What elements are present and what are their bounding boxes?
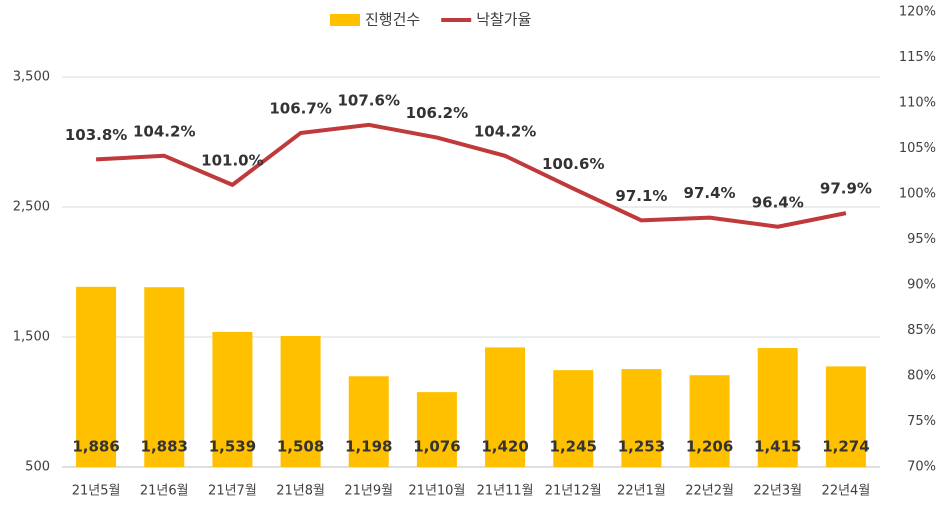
- x-tick-label: 21년12월: [545, 484, 602, 499]
- x-tick-label: 21년6월: [140, 484, 189, 499]
- x-tick-label: 22년1월: [617, 484, 666, 499]
- y2-tick-label: 75%: [907, 414, 936, 429]
- y2-tick-label: 70%: [907, 460, 936, 475]
- x-tick-label: 22년2월: [685, 484, 734, 499]
- bar: [280, 335, 321, 467]
- value-label: 104.2%: [133, 122, 195, 140]
- legend-label: 진행건수: [365, 11, 420, 29]
- y2-tick-label: 80%: [907, 369, 936, 384]
- value-label: 1,198: [345, 438, 392, 456]
- value-label: 101.0%: [201, 151, 263, 169]
- x-tick-label: 22년4월: [822, 484, 871, 499]
- value-label: 1,206: [686, 438, 733, 456]
- bar: [553, 370, 594, 467]
- value-label: 1,539: [209, 438, 256, 456]
- bar: [689, 375, 730, 467]
- y2-tick-label: 115%: [899, 50, 936, 65]
- legend-swatch: [330, 14, 360, 26]
- value-label: 106.7%: [269, 100, 331, 118]
- x-tick-label: 22년3월: [753, 484, 802, 499]
- y-tick-label: 2,500: [13, 200, 50, 215]
- y2-tick-label: 105%: [899, 141, 936, 156]
- value-label: 106.2%: [406, 104, 468, 122]
- value-label: 96.4%: [752, 193, 804, 211]
- line: [95, 122, 847, 229]
- y2-tick-label: 90%: [907, 278, 936, 293]
- value-label: 107.6%: [338, 91, 400, 109]
- value-label: 1,253: [618, 438, 665, 456]
- y-tick-label: 1,500: [13, 330, 50, 345]
- x-tick-label: 21년10월: [408, 484, 465, 499]
- value-label: 1,415: [754, 438, 801, 456]
- value-label: 97.9%: [820, 180, 872, 198]
- value-label: 1,245: [550, 438, 597, 456]
- x-tick-label: 21년8월: [276, 484, 325, 499]
- bar: [825, 366, 866, 467]
- value-label: 1,508: [277, 438, 324, 456]
- y2-tick-label: 110%: [899, 96, 936, 111]
- bar: [144, 287, 185, 467]
- value-label: 104.2%: [474, 122, 536, 140]
- value-label: 1,883: [141, 438, 188, 456]
- x-tick-label: 21년11월: [477, 484, 534, 499]
- value-label: 97.1%: [615, 187, 667, 205]
- bar: [621, 369, 662, 467]
- bar: [348, 376, 389, 467]
- bar: [757, 348, 798, 467]
- y2-tick-label: 100%: [899, 187, 936, 202]
- value-label: 1,076: [413, 438, 460, 456]
- x-tick-label: 21년7월: [208, 484, 257, 499]
- y2-tick-label: 85%: [907, 323, 936, 338]
- y-tick-label: 500: [25, 460, 50, 475]
- bar: [76, 286, 117, 467]
- x-tick-label: 21년5월: [72, 484, 121, 499]
- bar: [212, 331, 253, 467]
- y2-tick-label: 95%: [907, 232, 936, 247]
- value-label: 1,274: [822, 438, 869, 456]
- bar: [485, 347, 526, 467]
- value-label: 97.4%: [684, 184, 736, 202]
- value-label: 100.6%: [542, 155, 604, 173]
- x-tick-label: 21년9월: [344, 484, 393, 499]
- y2-tick-label: 120%: [899, 5, 936, 20]
- value-label: 1,420: [481, 438, 528, 456]
- value-label: 1,886: [72, 438, 119, 456]
- legend-label: 낙찰가율: [476, 11, 531, 29]
- bar: [416, 392, 457, 467]
- y-tick-label: 3,500: [13, 70, 50, 85]
- value-label: 103.8%: [65, 126, 127, 144]
